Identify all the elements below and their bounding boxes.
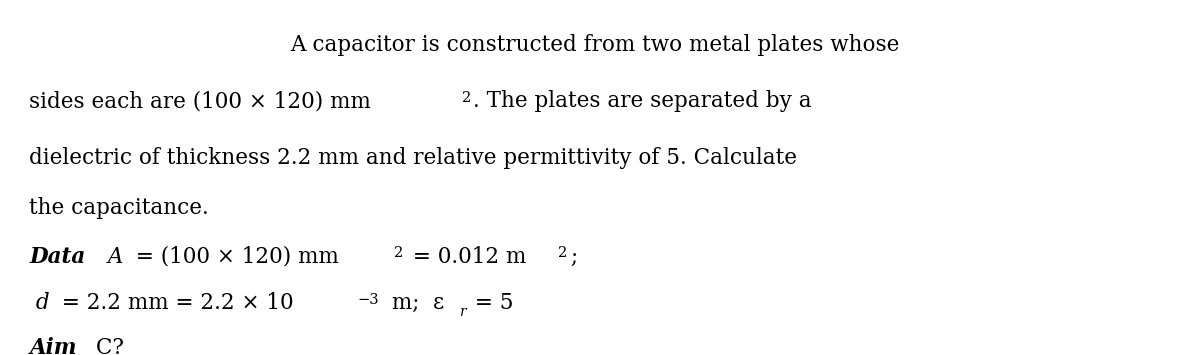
- Text: = 2.2 mm = 2.2 × 10: = 2.2 mm = 2.2 × 10: [56, 292, 294, 314]
- Text: = (100 × 120) mm: = (100 × 120) mm: [129, 246, 339, 268]
- Text: C?: C?: [89, 337, 124, 355]
- Text: m;  ε: m; ε: [384, 292, 444, 314]
- Text: −3: −3: [357, 293, 378, 307]
- Text: dielectric of thickness 2.2 mm and relative permittivity of 5. Calculate: dielectric of thickness 2.2 mm and relat…: [30, 147, 797, 169]
- Text: 2: 2: [462, 91, 471, 105]
- Text: = 5: = 5: [468, 292, 513, 314]
- Text: ;: ;: [570, 246, 577, 268]
- Text: sides each are (100 × 120) mm: sides each are (100 × 120) mm: [30, 91, 371, 113]
- Text: A capacitor is constructed from two metal plates whose: A capacitor is constructed from two meta…: [290, 34, 900, 56]
- Text: . The plates are separated by a: . The plates are separated by a: [474, 91, 812, 113]
- Text: Aim: Aim: [30, 337, 77, 355]
- Text: Data: Data: [30, 246, 86, 268]
- Text: d: d: [30, 292, 50, 314]
- Text: r: r: [459, 305, 466, 319]
- Text: A: A: [100, 246, 123, 268]
- Text: 2: 2: [394, 246, 403, 260]
- Text: = 0.012 m: = 0.012 m: [406, 246, 526, 268]
- Text: the capacitance.: the capacitance.: [30, 197, 209, 219]
- Text: 2: 2: [558, 246, 568, 260]
